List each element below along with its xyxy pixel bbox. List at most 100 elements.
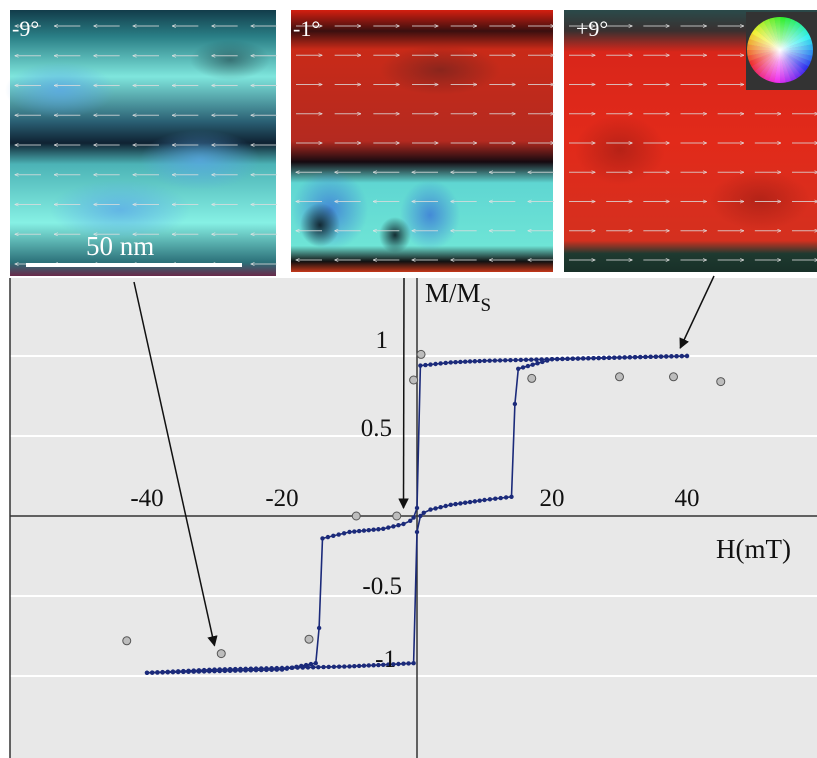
- loop-dot: [512, 401, 518, 407]
- loop-dot: [575, 356, 581, 361]
- loop-dot: [366, 527, 371, 533]
- loop-dot: [503, 495, 509, 500]
- loop-dot: [463, 359, 468, 364]
- loop-dot: [493, 496, 498, 501]
- loop-dot: [264, 666, 269, 671]
- loop-dot: [674, 354, 679, 359]
- loop-dot: [627, 355, 633, 360]
- loop-dot: [648, 354, 653, 360]
- loop-dot: [371, 663, 376, 668]
- loop-dot: [376, 527, 381, 532]
- loop-dot: [165, 669, 170, 675]
- loop-dot: [279, 665, 285, 671]
- loop-dot: [196, 668, 202, 673]
- measured-point: [409, 375, 419, 385]
- pointer-arrow-1: [398, 277, 409, 510]
- measured-point: [122, 636, 132, 646]
- loop-dot: [540, 359, 545, 365]
- loop-dot: [227, 667, 233, 672]
- loop-dot: [326, 664, 331, 670]
- scale-bar-label: 50 nm: [86, 231, 154, 261]
- loop-dot: [391, 662, 396, 667]
- loop-dot: [217, 667, 222, 672]
- loop-dot: [186, 668, 191, 674]
- loop-dot: [617, 355, 622, 360]
- measured-point: [615, 372, 624, 382]
- loop-dot: [408, 518, 413, 523]
- panel-label-right: +9°: [576, 16, 608, 41]
- loop-dot: [376, 662, 381, 668]
- magnetization-vectors-right: [569, 26, 817, 260]
- loop-dot: [336, 664, 342, 669]
- loop-dot: [498, 495, 503, 501]
- pointer-arrow-0: [133, 281, 218, 647]
- loop-dot: [423, 362, 428, 368]
- loop-dot: [643, 354, 648, 360]
- loop-dot: [356, 528, 362, 534]
- loop-dot: [477, 498, 482, 503]
- loop-dot: [529, 357, 534, 362]
- loop-dot: [414, 505, 420, 511]
- loop-dot: [371, 527, 376, 532]
- loop-dot: [406, 661, 411, 666]
- loop-dot: [222, 667, 228, 672]
- loop-dot: [160, 669, 165, 675]
- loop-dot: [233, 666, 238, 672]
- loop-dot: [549, 357, 555, 362]
- pointer-arrow-2: [679, 275, 715, 349]
- loop-dot: [401, 661, 406, 666]
- loop-dot: [386, 525, 391, 530]
- loop-dot: [386, 662, 391, 667]
- loop-dot: [310, 665, 316, 670]
- loop-dot: [366, 663, 371, 668]
- loop-dot: [361, 663, 367, 668]
- loop-dot: [308, 661, 314, 667]
- loop-dot: [207, 667, 212, 673]
- loop-dot: [331, 664, 337, 669]
- y-axis-title-main: M/M: [425, 278, 481, 308]
- loop-dot: [356, 663, 362, 669]
- domain-image-panel-middle: -1°: [291, 10, 554, 272]
- y-tick-label-3: -1: [375, 646, 396, 673]
- loop-dot: [181, 668, 186, 674]
- panel-label-left: -9°: [12, 16, 39, 41]
- loop-dot: [411, 515, 416, 520]
- panel-pointer-arrows: [133, 275, 715, 647]
- loop-dot: [284, 665, 290, 671]
- loop-dot: [321, 664, 326, 670]
- loop-dot: [443, 360, 448, 366]
- loop-dot: [269, 666, 274, 671]
- loop-dot: [325, 534, 331, 540]
- loop-dot: [361, 528, 367, 533]
- x-tick-label-0: -40: [130, 485, 163, 512]
- loop-dot: [513, 357, 518, 363]
- loop-dot: [300, 665, 305, 670]
- x-tick-label-2: 20: [540, 485, 565, 512]
- x-axis-title: H(mT): [716, 534, 791, 564]
- loop-dot: [316, 625, 322, 631]
- measured-point: [351, 511, 361, 521]
- loop-dot: [448, 360, 453, 365]
- magnetization-vectors-middle: [296, 26, 554, 260]
- measured-point: [416, 349, 426, 359]
- loop-dot: [463, 500, 468, 505]
- loop-dot: [606, 355, 612, 361]
- loop-dot: [684, 353, 690, 359]
- loop-dot: [492, 358, 498, 363]
- loop-dot: [516, 366, 521, 371]
- loop-dot: [503, 358, 508, 363]
- loop-dot: [560, 356, 565, 362]
- loop-dot: [320, 536, 325, 541]
- loop-dot: [534, 357, 539, 362]
- loop-dot: [438, 505, 443, 510]
- loop-dot: [274, 665, 280, 671]
- domain-image-panel-right: +9°: [564, 10, 817, 272]
- data-series: [122, 349, 726, 675]
- loop-dot: [467, 499, 473, 505]
- loop-dot: [443, 503, 448, 509]
- loop-dot: [391, 524, 396, 529]
- loop-dot: [352, 663, 357, 669]
- loop-dot: [679, 353, 685, 359]
- measured-point: [669, 372, 678, 382]
